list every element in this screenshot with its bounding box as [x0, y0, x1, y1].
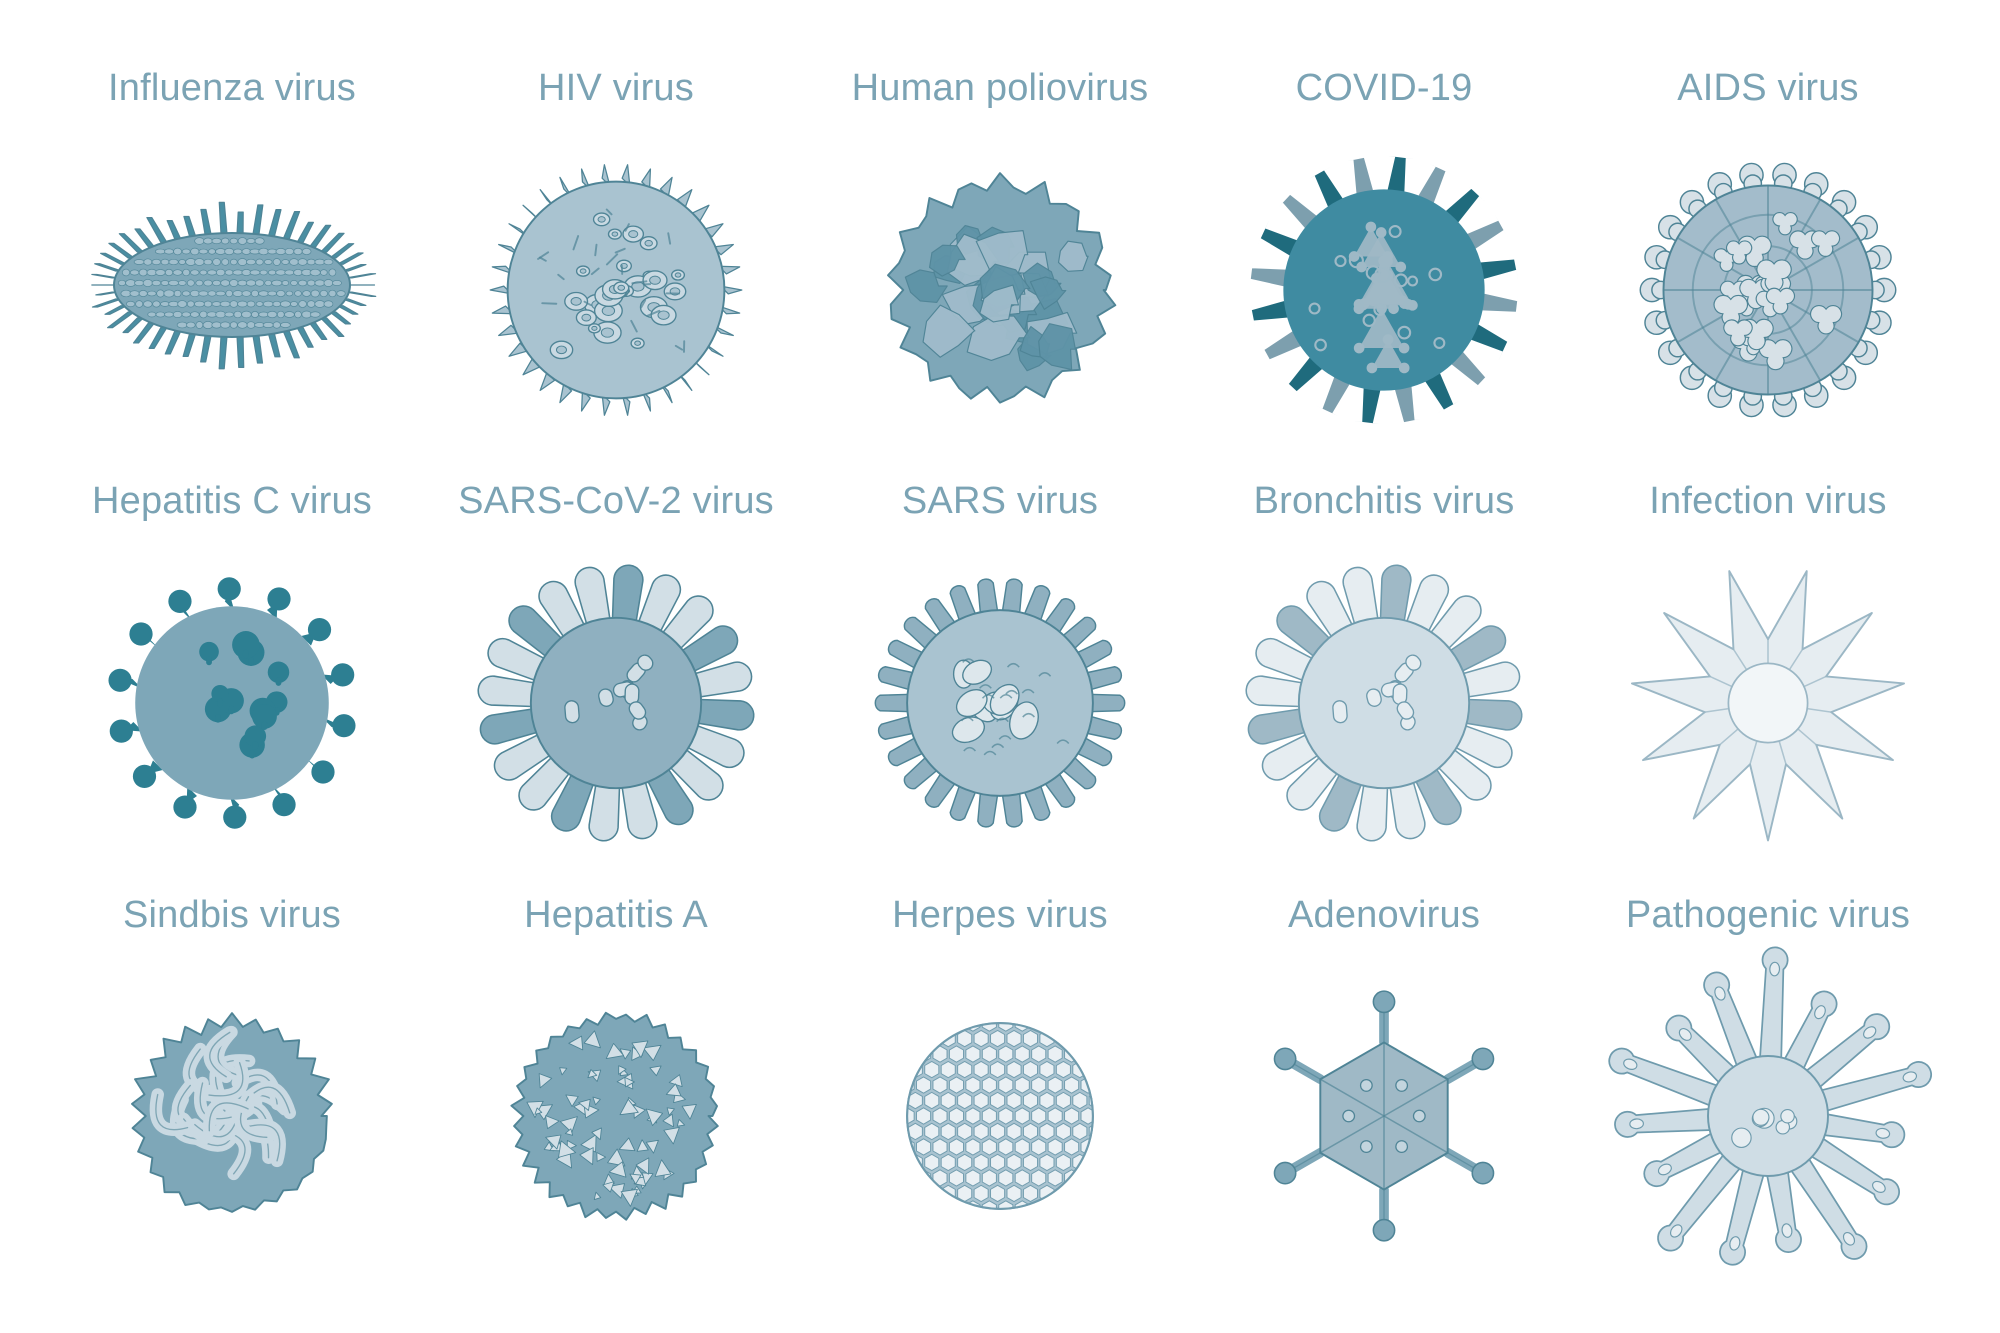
virus-cell-hiv-virus: HIV virus — [424, 50, 808, 463]
virus-label-hiv-virus: HIV virus — [538, 67, 694, 109]
virus-label-bronchitis-virus: Bronchitis virus — [1253, 480, 1515, 523]
virus-cell-aids-virus: AIDS virus — [1576, 50, 1960, 463]
virus-cell-herpes-virus: Herpes virus — [808, 877, 1192, 1290]
virus-label-infection-virus: Infection virus — [1649, 480, 1887, 523]
virus-cell-human-poliovirus: Human poliovirus — [808, 50, 1192, 463]
virus-label-sindbis-virus: Sindbis virus — [122, 893, 342, 936]
virus-cell-bronchitis-virus: Bronchitis virus — [1192, 463, 1576, 876]
virus-label-covid-19: COVID-19 — [1295, 67, 1473, 109]
virus-label-sars-cov-2-virus: SARS-CoV-2 virus — [458, 480, 774, 523]
virus-illustration-sindbis-virus — [40, 942, 424, 1290]
virus-cell-covid-19: COVID-19 — [1192, 50, 1576, 463]
virus-cell-influenza-virus: Influenza virus — [40, 50, 424, 463]
virus-grid: Influenza virus HIV virus Human poliovirus… — [40, 50, 1960, 1290]
virus-illustration-herpes-virus — [808, 942, 1192, 1290]
virus-label-aids-virus: AIDS virus — [1677, 67, 1859, 109]
virus-cell-sindbis-virus: Sindbis virus — [40, 877, 424, 1290]
virus-illustration-infection-virus — [1576, 529, 1960, 877]
virus-label-influenza-virus: Influenza virus — [107, 67, 356, 109]
virus-illustration-bronchitis-virus — [1192, 529, 1576, 877]
virus-cell-pathogenic-virus: Pathogenic virus — [1576, 877, 1960, 1290]
virus-cell-hepatitis-a: Hepatitis A — [424, 877, 808, 1290]
virus-illustration-hepatitis-c-virus — [40, 529, 424, 877]
virus-label-pathogenic-virus: Pathogenic virus — [1625, 893, 1911, 936]
virus-illustration-hepatitis-a — [424, 942, 808, 1290]
virus-illustration-hiv-virus — [424, 116, 808, 464]
virus-illustration-sars-cov-2-virus — [424, 529, 808, 877]
virus-cell-adenovirus: Adenovirus — [1192, 877, 1576, 1290]
virus-label-adenovirus: Adenovirus — [1287, 893, 1481, 936]
virus-illustration-pathogenic-virus — [1576, 942, 1960, 1290]
virus-label-herpes-virus: Herpes virus — [892, 893, 1108, 936]
virus-illustration-sars-virus — [808, 529, 1192, 877]
virus-illustration-adenovirus — [1192, 942, 1576, 1290]
virus-illustration-aids-virus — [1576, 116, 1960, 464]
virus-cell-infection-virus: Infection virus — [1576, 463, 1960, 876]
virus-label-hepatitis-c-virus: Hepatitis C virus — [91, 480, 373, 523]
virus-illustration-human-poliovirus — [808, 116, 1192, 464]
virus-illustration-covid-19 — [1192, 116, 1576, 464]
virus-cell-hepatitis-c-virus: Hepatitis C virus — [40, 463, 424, 876]
virus-label-human-poliovirus: Human poliovirus — [851, 67, 1149, 109]
virus-label-sars-virus: SARS virus — [901, 480, 1099, 523]
virus-cell-sars-cov-2-virus: SARS-CoV-2 virus — [424, 463, 808, 876]
virus-cell-sars-virus: SARS virus — [808, 463, 1192, 876]
virus-illustration-influenza-virus — [40, 116, 424, 464]
virus-label-hepatitis-a: Hepatitis A — [524, 893, 708, 936]
